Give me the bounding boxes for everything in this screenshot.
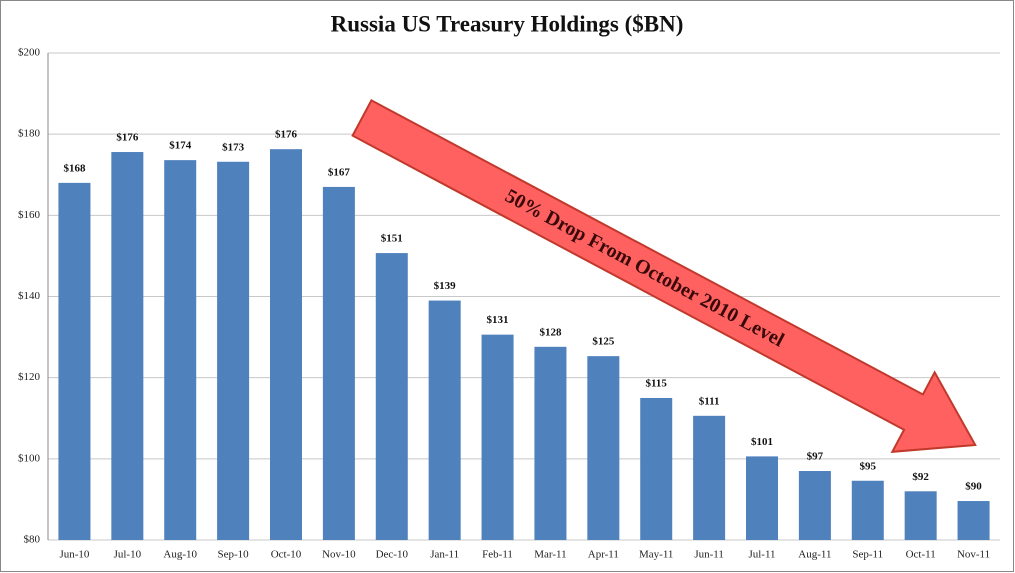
x-tick-label: Oct-10 [271, 549, 302, 561]
x-tick-label: Apr-11 [588, 549, 619, 561]
y-tick-label: $120 [18, 371, 41, 383]
x-tick-label: Dec-10 [376, 549, 409, 561]
value-label: $167 [328, 166, 351, 178]
x-tick-label: Sep-10 [218, 549, 250, 561]
value-label: $97 [807, 451, 824, 463]
value-label: $173 [222, 141, 245, 153]
y-tick-label: $200 [18, 47, 41, 59]
bar [270, 149, 302, 540]
bar [375, 253, 408, 540]
bar [746, 456, 778, 540]
bar [904, 491, 937, 540]
x-tick-label: Jun-11 [694, 549, 724, 561]
arrow-shape [351, 98, 977, 453]
value-label: $176 [116, 132, 139, 144]
value-label: $131 [487, 314, 509, 326]
x-tick-label: Nov-11 [957, 549, 990, 561]
value-label: $168 [63, 162, 86, 174]
x-tick-label: Nov-10 [322, 549, 356, 561]
chart-title: Russia US Treasury Holdings ($BN) [331, 11, 684, 36]
bar [957, 501, 990, 540]
bar [428, 300, 461, 540]
bar [217, 161, 250, 540]
x-tick-label: Oct-11 [906, 549, 936, 561]
x-tick-label: Jul-11 [748, 549, 775, 561]
bar [798, 471, 831, 540]
value-label: $95 [860, 460, 877, 472]
x-tick-label: May-11 [639, 549, 673, 561]
value-label: $111 [699, 395, 720, 407]
value-label: $125 [592, 336, 615, 348]
y-tick-label: $180 [18, 128, 41, 140]
plot: $80 $100 $120 $140 $160 $180 $200 Jun-10 $168 Jul… [18, 47, 1000, 561]
bar [693, 415, 726, 540]
value-label: $176 [275, 129, 298, 141]
y-tick-label: $80 [24, 534, 41, 546]
value-label: $90 [965, 481, 982, 493]
value-label: $174 [169, 140, 192, 152]
y-tick-label: $100 [18, 452, 41, 464]
x-tick-label: Feb-11 [482, 549, 513, 561]
x-tick-label: Aug-11 [798, 549, 831, 561]
x-tick-label: Jun-10 [59, 549, 89, 561]
bar [851, 480, 884, 540]
x-tick-label: Jul-10 [114, 549, 142, 561]
x-tick-label: Aug-10 [163, 549, 197, 561]
bar [58, 182, 91, 540]
value-label: $92 [912, 471, 929, 483]
x-tick-label: Jan-11 [430, 549, 459, 561]
value-label: $128 [539, 326, 562, 338]
x-tick-label: Mar-11 [534, 549, 566, 561]
value-label: $101 [751, 436, 773, 448]
bar [587, 356, 620, 540]
bar [322, 186, 355, 541]
bar [640, 397, 673, 540]
x-tick-label: Sep-11 [852, 549, 883, 561]
bar [534, 346, 567, 540]
value-label: $139 [434, 280, 457, 292]
bar [111, 152, 144, 541]
y-tick-label: $140 [18, 290, 41, 302]
value-label: $151 [381, 233, 403, 245]
y-tick-label: $160 [18, 209, 41, 221]
value-label: $115 [646, 377, 668, 389]
bar [481, 334, 514, 540]
bar [164, 160, 197, 540]
